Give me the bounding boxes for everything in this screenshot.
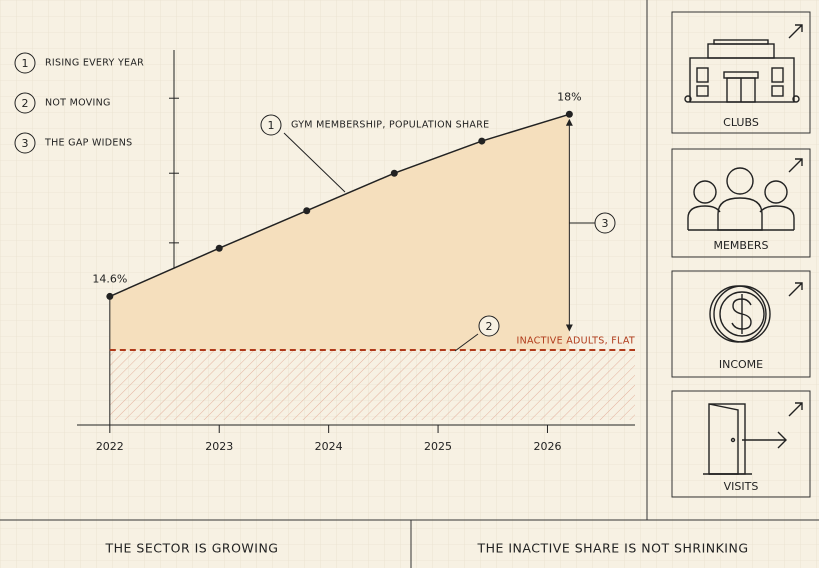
leader [283, 132, 346, 193]
card-label: VISITS [724, 480, 759, 493]
card-label: INCOME [719, 358, 763, 371]
clubs-icon [684, 39, 800, 103]
series-line [109, 113, 570, 298]
hatch [109, 350, 635, 420]
note-number: 1 [22, 57, 29, 70]
badge [14, 132, 36, 154]
x-tick-label: 2024 [315, 440, 343, 453]
badge-number: 2 [486, 320, 493, 333]
x-tick-label: 2025 [424, 440, 452, 453]
badge [14, 52, 36, 74]
series-label: GYM MEMBERSHIP, POPULATION SHARE [291, 120, 489, 131]
badge [478, 315, 500, 337]
visits-icon [703, 403, 787, 475]
footer-text: THE SECTOR IS GROWING [105, 541, 279, 556]
card-label: CLUBS [723, 116, 759, 129]
point [390, 169, 398, 177]
value-label: 18% [557, 90, 581, 103]
x-tick-label: 2023 [205, 440, 233, 453]
card[interactable] [671, 270, 811, 378]
card[interactable] [671, 11, 811, 134]
income-icon [709, 285, 771, 343]
badge [594, 212, 616, 234]
note-text: NOT MOVING [45, 98, 111, 109]
leader [454, 333, 479, 352]
note-text: THE GAP WIDENS [44, 138, 132, 149]
x-tick-label: 2026 [533, 440, 561, 453]
point [478, 137, 486, 145]
card-label: MEMBERS [713, 239, 768, 252]
card[interactable] [671, 390, 811, 498]
point [106, 292, 114, 300]
note-number: 3 [22, 137, 29, 150]
badge [14, 92, 36, 114]
area [109, 114, 570, 351]
series-label: INACTIVE ADULTS, FLAT [517, 336, 635, 347]
badge-number: 1 [268, 119, 275, 132]
point [303, 207, 311, 215]
point [565, 110, 573, 118]
note-text: RISING EVERY YEAR [45, 58, 144, 69]
point [215, 244, 223, 252]
card[interactable] [671, 148, 811, 258]
note-number: 2 [22, 97, 29, 110]
footer-text: THE INACTIVE SHARE IS NOT SHRINKING [476, 541, 748, 556]
chart: 1 RISING EVERY YEAR 2 NOT MOVING 3 THE GAP WI… [14, 50, 635, 453]
value-label: 14.6% [92, 272, 127, 285]
badge-number: 3 [602, 217, 609, 230]
badge [260, 114, 282, 136]
members-icon [687, 167, 795, 231]
cards: CLUBS MEMBERS INCOME VISITS [671, 11, 811, 498]
x-tick-label: 2022 [96, 440, 124, 453]
arrow-icons [788, 24, 803, 417]
